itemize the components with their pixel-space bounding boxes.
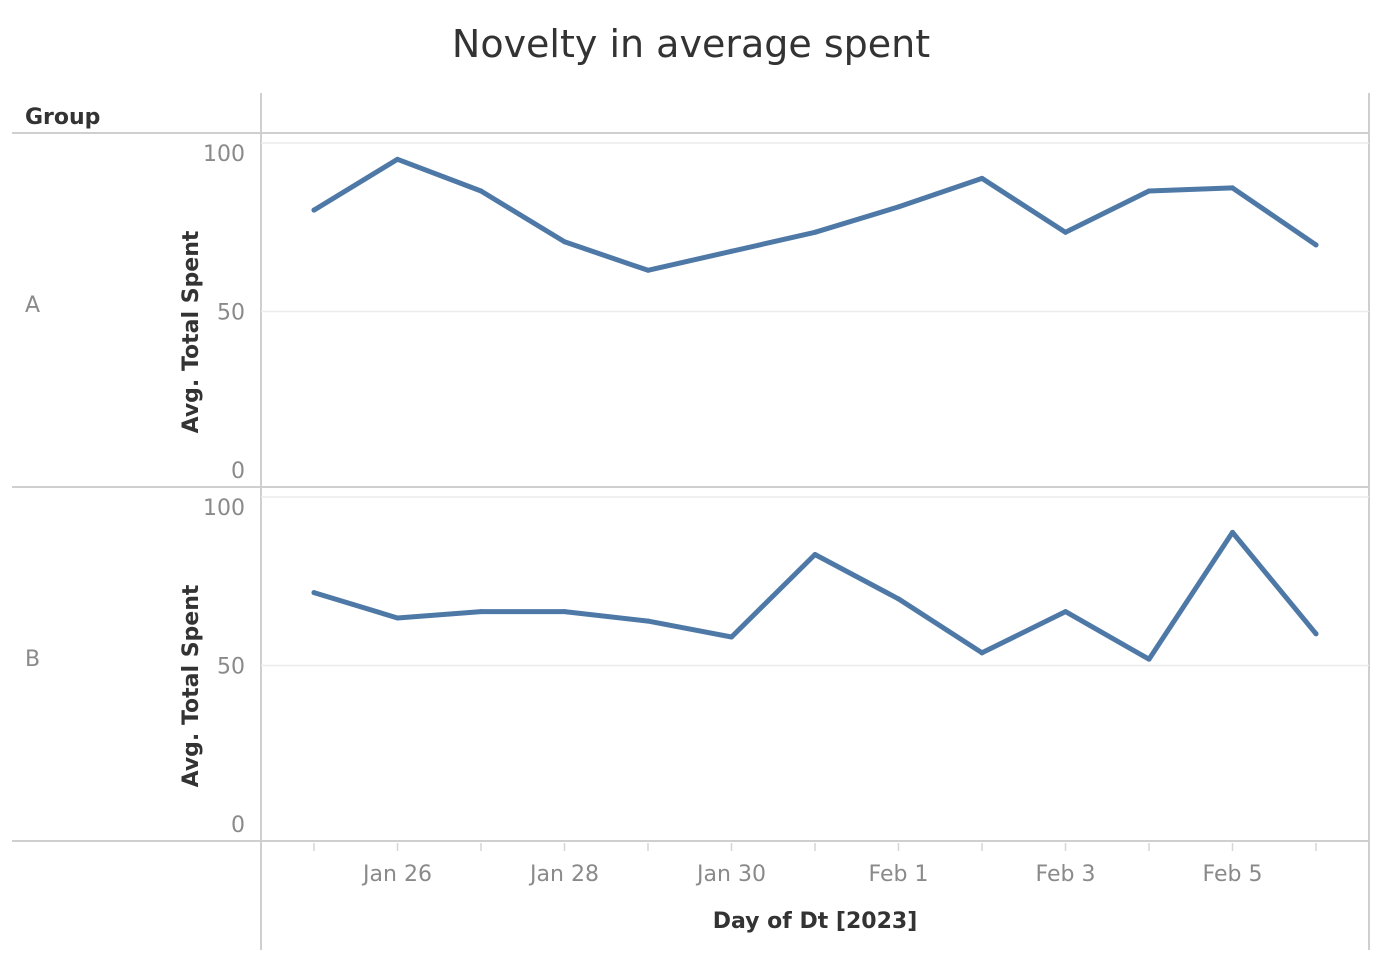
y-tick-label: 50 [217, 655, 245, 680]
x-tick-label: Jan 26 [361, 862, 432, 887]
data-point [729, 634, 734, 640]
data-point [645, 618, 651, 624]
data-point [1146, 188, 1152, 194]
data-point [1313, 631, 1319, 637]
series-line-group-A [311, 156, 1319, 273]
chart-title: Novelty in average spent [451, 22, 931, 66]
data-point [478, 609, 484, 615]
data-point [311, 207, 317, 213]
data-point [311, 590, 317, 596]
x-tick-label: Jan 28 [528, 862, 599, 887]
y-tick-label: 0 [231, 813, 245, 838]
data-point [478, 188, 484, 194]
data-point [562, 609, 567, 615]
x-tick-label: Feb 5 [1203, 862, 1263, 887]
x-axis-title: Day of Dt [2023] [713, 909, 918, 934]
data-point [896, 204, 901, 210]
data-point [1230, 529, 1235, 535]
group-label: A [25, 293, 40, 318]
data-point [812, 229, 818, 235]
y-axis-title: Avg. Total Spent [179, 230, 204, 433]
data-point [812, 552, 818, 558]
y-tick-label: 50 [217, 301, 245, 326]
y-axis-title: Avg. Total Spent [179, 584, 204, 787]
y-tick-label: 0 [231, 459, 245, 484]
data-point [979, 650, 985, 656]
data-point [1063, 229, 1068, 235]
x-tick-label: Jan 30 [695, 862, 766, 887]
data-point [1230, 185, 1235, 191]
data-point [1146, 656, 1152, 662]
x-tick-label: Feb 3 [1036, 862, 1096, 887]
data-point [645, 267, 651, 273]
data-point [395, 156, 400, 162]
data-point [562, 239, 567, 245]
y-tick-label: 100 [203, 142, 245, 167]
data-point [979, 175, 985, 181]
data-point [729, 248, 734, 254]
series-line-group-B [311, 529, 1319, 662]
data-point [1063, 609, 1068, 615]
data-point [1313, 242, 1319, 248]
group-label: B [25, 647, 40, 672]
row-header-label: Group [25, 105, 100, 130]
x-tick-label: Feb 1 [869, 862, 929, 887]
data-point [395, 615, 400, 621]
data-point [896, 596, 901, 602]
y-tick-label: 100 [203, 496, 245, 521]
